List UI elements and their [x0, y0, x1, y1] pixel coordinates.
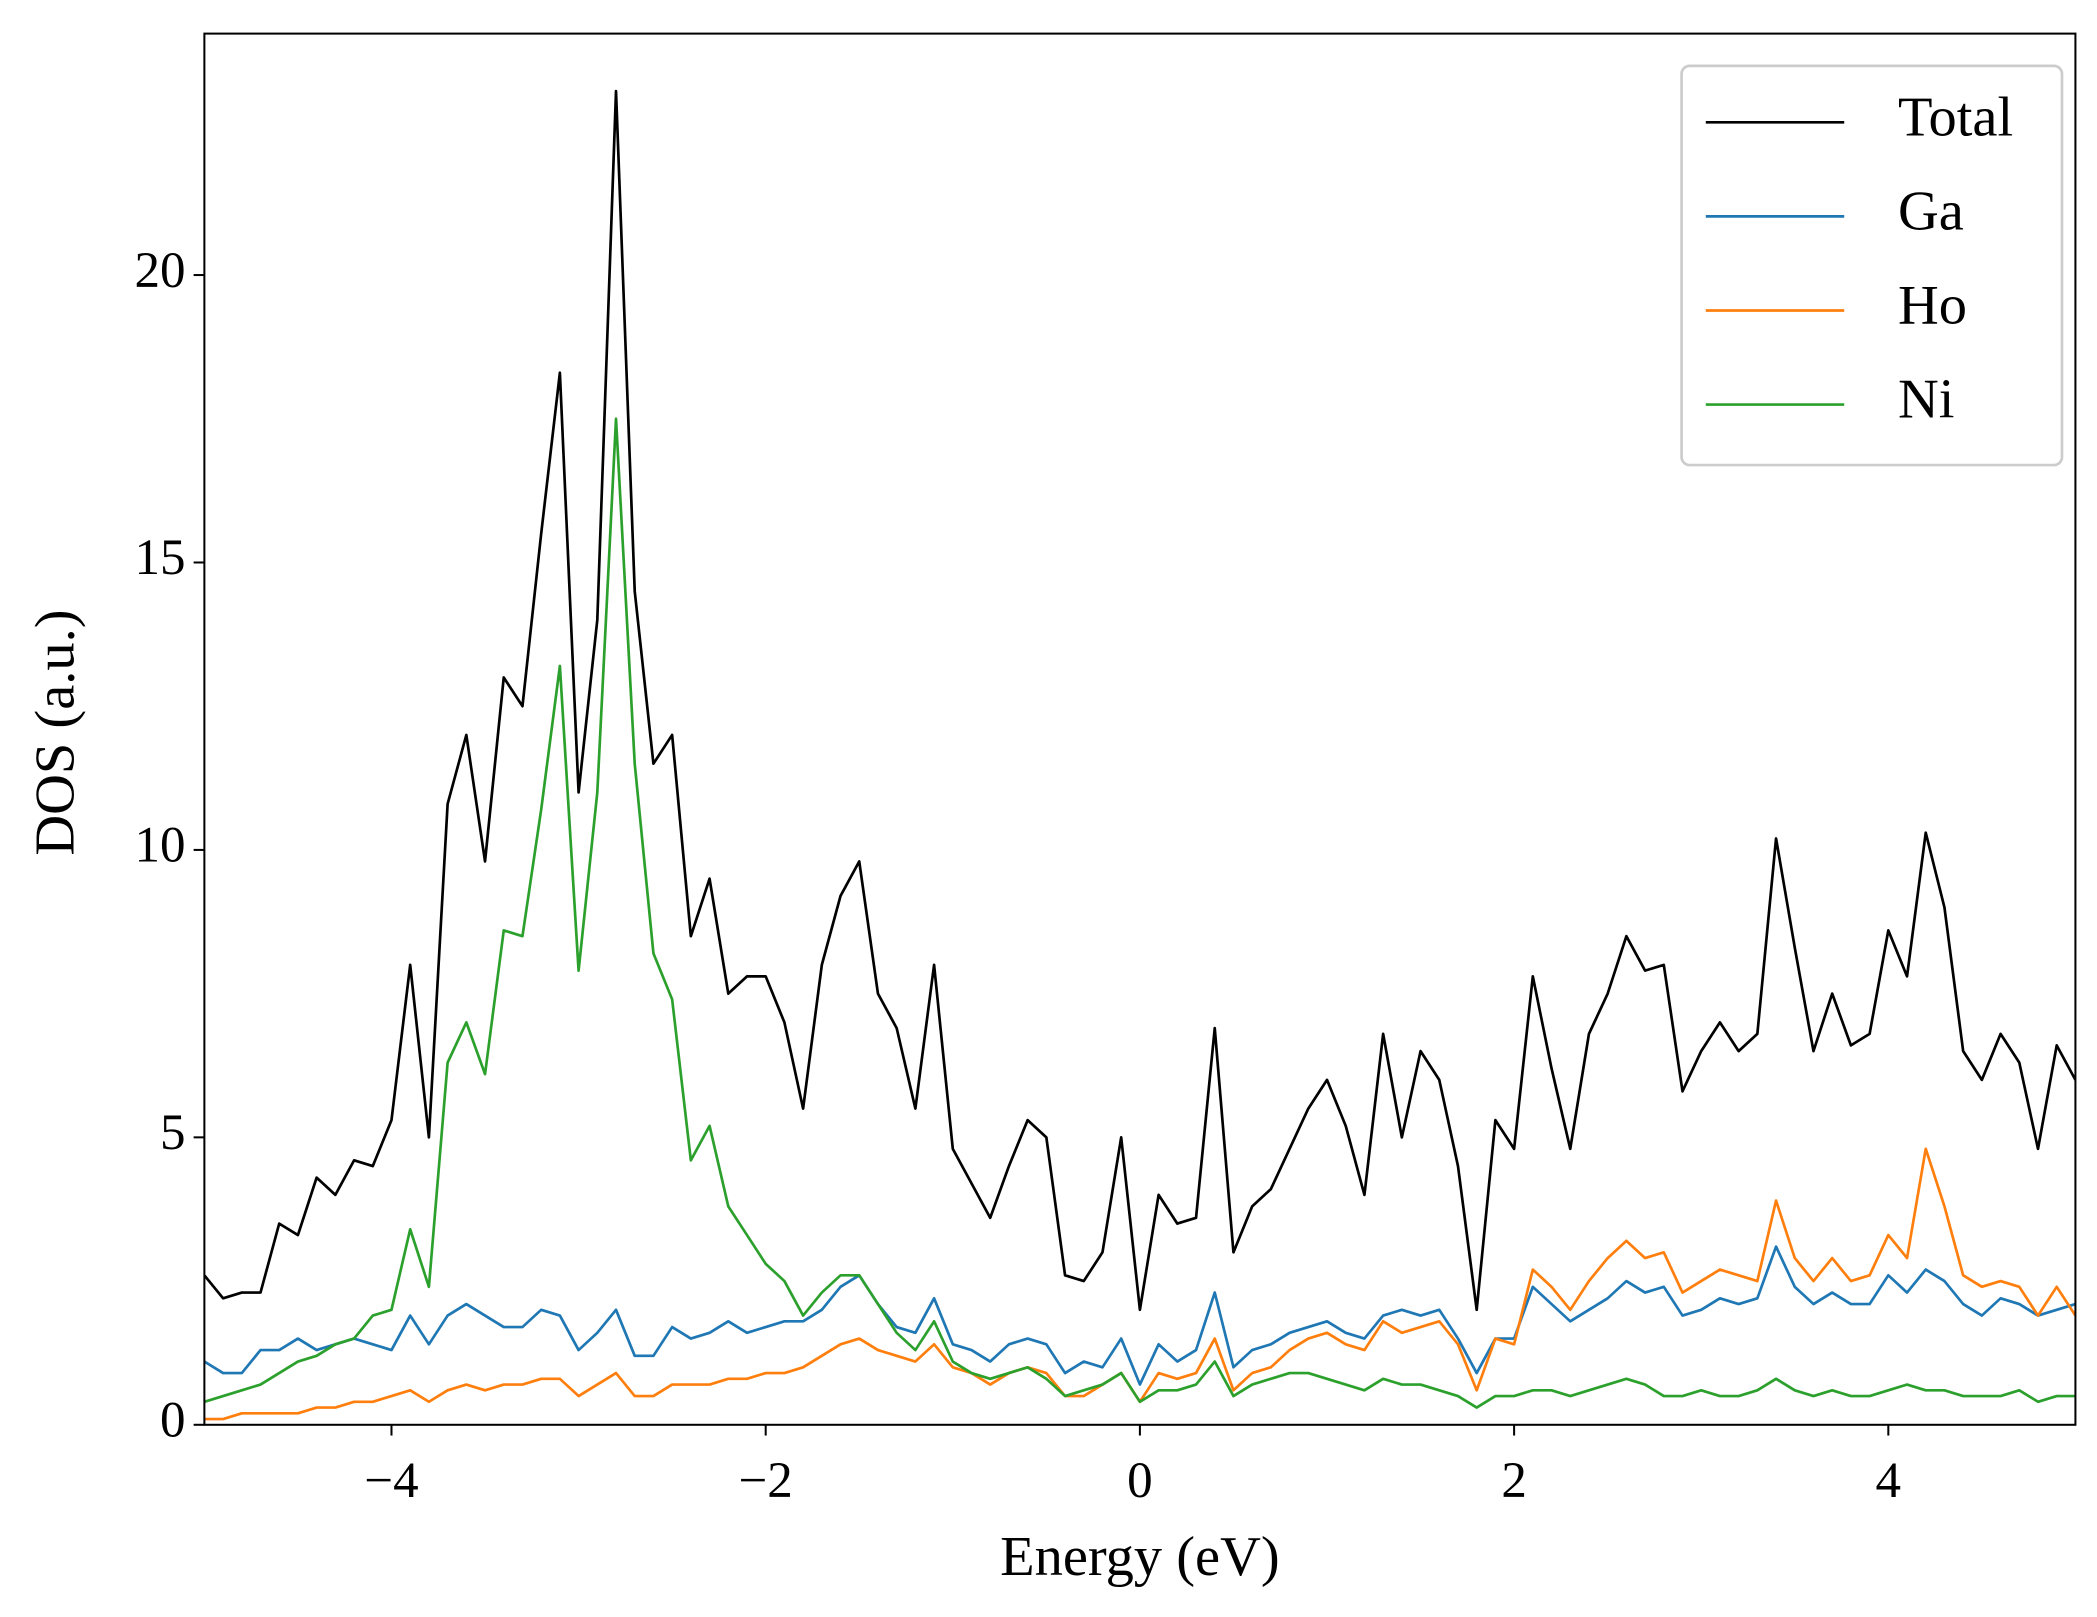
x-tick-label: 2 [1501, 1452, 1527, 1509]
x-tick-label: 4 [1876, 1452, 1902, 1509]
y-tick-label: 15 [134, 529, 185, 586]
series-line [204, 1245, 2076, 1386]
legend-box [1680, 64, 2064, 467]
y-tick-label: 5 [160, 1104, 186, 1161]
x-tick-label: 0 [1127, 1452, 1153, 1509]
y-tick-label: 0 [160, 1392, 186, 1449]
series-line [204, 89, 2076, 1312]
legend-label: Total [1898, 86, 2013, 148]
legend-label: Ga [1898, 180, 1964, 242]
legend-label: Ni [1898, 369, 1954, 431]
x-tick-label: −2 [739, 1452, 793, 1509]
plot-frame [203, 32, 2077, 1426]
legend-label: Ho [1898, 274, 1967, 336]
series-line [204, 417, 2076, 1409]
x-tick-label: −4 [364, 1452, 418, 1509]
y-tick-label: 10 [134, 817, 185, 874]
x-axis-label: Energy (eV) [1000, 1526, 1279, 1588]
y-tick-label: 20 [134, 242, 185, 299]
y-axis-label: DOS (a.u.) [25, 610, 87, 856]
